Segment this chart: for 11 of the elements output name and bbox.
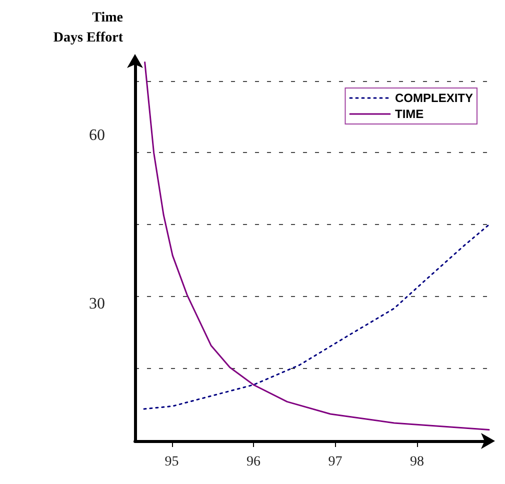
- x-tick-label: 95: [164, 454, 179, 470]
- line-series: [143, 224, 490, 410]
- y-axis-title: Time Days Effort: [53, 10, 124, 46]
- x-tick-label: 98: [410, 454, 424, 470]
- legend-label: COMPLEXITY: [394, 91, 474, 105]
- x-tick-label: 96: [246, 454, 261, 470]
- x-tick-label: 97: [328, 454, 342, 470]
- legend-label: TIME: [394, 107, 424, 121]
- y-tick-label: 60: [89, 126, 105, 144]
- line-series: [144, 62, 490, 431]
- y-tick-label: 30: [89, 295, 105, 312]
